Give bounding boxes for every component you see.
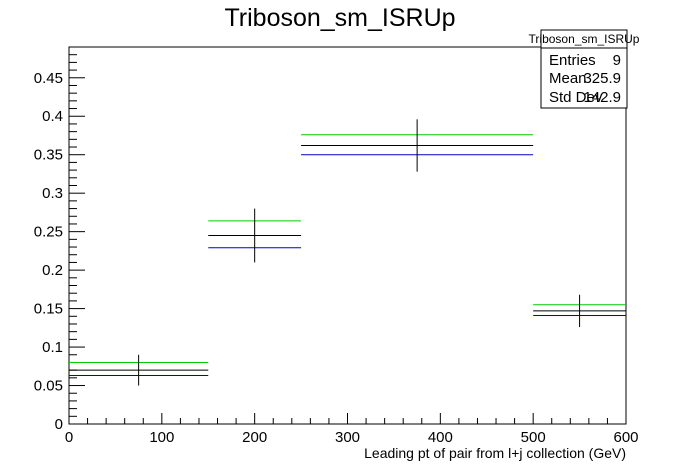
x-axis: 0 100 200 300 400 500 600	[65, 413, 639, 446]
x-tick-label: 0	[65, 429, 73, 446]
y-tick-label: 0.2	[42, 262, 63, 279]
y-tick-label: 0.35	[34, 147, 63, 164]
stats-box-title: Triboson_sm_ISRUp	[529, 32, 640, 46]
chart-title: Triboson_sm_ISRUp	[224, 4, 455, 32]
y-tick-label: 0.4	[42, 108, 63, 125]
stats-mean-value: 325.9	[583, 70, 621, 87]
y-tick-label: 0.05	[34, 378, 63, 395]
y-tick-label: 0.45	[34, 70, 63, 87]
x-tick-label: 500	[521, 429, 546, 446]
x-tick-label: 300	[335, 429, 360, 446]
x-axis-title: Leading pt of pair from l+j collection (…	[364, 445, 626, 461]
x-tick-label: 100	[149, 429, 174, 446]
y-tick-label: 0.1	[42, 339, 63, 356]
stats-mean-label: Mean	[549, 70, 587, 87]
data-layer	[69, 119, 626, 386]
y-tick-label: 0.15	[34, 301, 63, 318]
x-tick-label: 600	[613, 429, 638, 446]
stats-entries-value: 9	[613, 52, 621, 69]
stats-stddev-label: Std Dev	[549, 89, 603, 106]
y-axis: 0 0.05 0.1 0.15 0.2 0.25 0.3 0.35 0.4 0.45	[34, 46, 85, 433]
y-tick-label: 0.3	[42, 185, 63, 202]
x-tick-label: 200	[242, 429, 267, 446]
stats-box-frame	[540, 29, 628, 109]
stats-entries-label: Entries	[549, 52, 596, 69]
y-tick-label: 0	[55, 416, 63, 433]
stats-box: Triboson_sm_ISRUp Entries 9 Mean 325.9 S…	[529, 29, 640, 109]
x-tick-label: 400	[428, 429, 453, 446]
stats-stddev-value: 142.9	[583, 89, 621, 106]
y-tick-label: 0.25	[34, 224, 63, 241]
